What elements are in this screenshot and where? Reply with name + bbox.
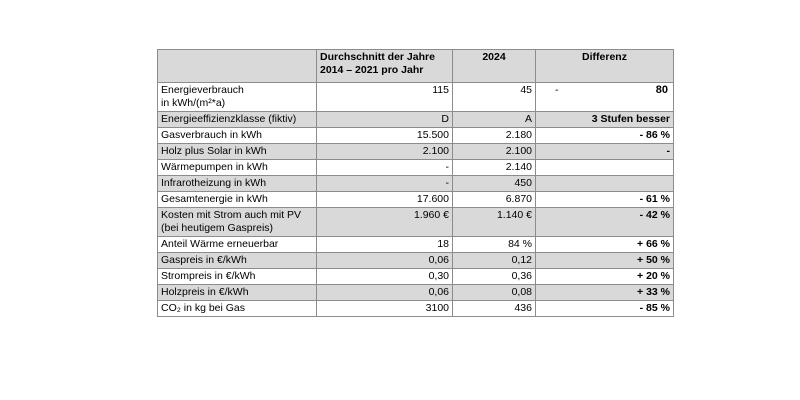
row-label-line: Holzpreis in €/kWh: [161, 286, 249, 298]
difference-value: - 85 %: [535, 300, 674, 317]
average-value: 18: [316, 236, 453, 253]
year-value: 1.140 €: [452, 207, 536, 237]
average-value: 115: [316, 82, 453, 112]
row-label: Holz plus Solar in kWh: [157, 143, 317, 160]
year-value: 2.140: [452, 159, 536, 176]
table-header: Durchschnitt der Jahre 2014 – 2021 pro J…: [157, 49, 674, 83]
difference-value: + 50 %: [535, 252, 674, 269]
average-value: 0,30: [316, 268, 453, 285]
year-value: 84 %: [452, 236, 536, 253]
header-average-line-1: Durchschnitt der Jahre: [320, 51, 435, 63]
header-difference: Differenz: [535, 49, 674, 83]
average-value: 1.960 €: [316, 207, 453, 237]
row-label: Gaspreis in €/kWh: [157, 252, 317, 269]
row-label: Gasverbrauch in kWh: [157, 127, 317, 144]
row-label-line: Holz plus Solar in kWh: [161, 145, 267, 157]
row-label-line: Kosten mit Strom auch mit PV: [161, 209, 302, 221]
row-label-line: Gasverbrauch in kWh: [161, 129, 262, 141]
table-row: Gaspreis in €/kWh 0,06 0,12 + 50 %: [157, 252, 674, 269]
year-value: 0,08: [452, 284, 536, 301]
row-label: Kosten mit Strom auch mit PV (bei heutige…: [157, 207, 317, 237]
table-row: Wärmepumpen in kWh -2.140: [157, 159, 674, 176]
difference-value: - 80: [535, 82, 674, 112]
row-label-line: (bei heutigem Gaspreis): [161, 222, 274, 234]
table-row: Strompreis in €/kWh 0,30 0,36 + 20 %: [157, 268, 674, 285]
table-row: Holzpreis in €/kWh 0,06 0,08 + 33 %: [157, 284, 674, 301]
header-average: Durchschnitt der Jahre 2014 – 2021 pro J…: [316, 49, 453, 83]
year-value: 436: [452, 300, 536, 317]
difference-value: + 20 %: [535, 268, 674, 285]
table-row: Gesamtenergie in kWh 17.600 6.870- 61 %: [157, 191, 674, 208]
average-value: -: [316, 159, 453, 176]
header-year: 2024: [452, 49, 536, 83]
difference-prefix: -: [555, 84, 559, 96]
header-label: [157, 49, 317, 83]
year-value: 450: [452, 175, 536, 192]
year-value: 6.870: [452, 191, 536, 208]
row-label-line: Gesamtenergie in kWh: [161, 193, 268, 205]
energy-comparison-table: Durchschnitt der Jahre 2014 – 2021 pro J…: [157, 49, 674, 317]
table-row: Holz plus Solar in kWh 2.100 2.100-: [157, 143, 674, 160]
table-row: Anteil Wärme erneuerbar 18 84 % + 66 %: [157, 236, 674, 253]
row-label-line: Energieverbrauch: [161, 84, 244, 96]
row-label: Wärmepumpen in kWh: [157, 159, 317, 176]
row-label-line: Wärmepumpen in kWh: [161, 161, 268, 173]
row-label-line: Anteil Wärme erneuerbar: [161, 238, 279, 250]
table-body: Energieverbrauch in kWh/(m²*a) 115 45-80 Ene…: [157, 82, 674, 317]
year-value: 45: [452, 82, 536, 112]
row-label: Infrarotheizung in kWh: [157, 175, 317, 192]
average-value: 3100: [316, 300, 453, 317]
average-value: 15.500: [316, 127, 453, 144]
table-row: Kosten mit Strom auch mit PV (bei heutige…: [157, 207, 674, 237]
difference-value: - 61 %: [535, 191, 674, 208]
difference-value: [535, 159, 674, 176]
average-value: -: [316, 175, 453, 192]
row-label-line: Strompreis in €/kWh: [161, 270, 256, 282]
difference-number: 80: [655, 84, 668, 96]
average-value: 2.100: [316, 143, 453, 160]
year-value: 0,36: [452, 268, 536, 285]
difference-value: + 66 %: [535, 236, 674, 253]
year-value: A: [452, 111, 536, 128]
row-label: CO₂ in kg bei Gas: [157, 300, 317, 317]
row-label: Strompreis in €/kWh: [157, 268, 317, 285]
table-row: Energieverbrauch in kWh/(m²*a) 115 45-80: [157, 82, 674, 112]
average-value: 17.600: [316, 191, 453, 208]
row-label: Energieverbrauch in kWh/(m²*a): [157, 82, 317, 112]
year-value: 2.180: [452, 127, 536, 144]
difference-value: - 42 %: [535, 207, 674, 237]
difference-value: -: [535, 143, 674, 160]
table-row: Infrarotheizung in kWh -450: [157, 175, 674, 192]
difference-value: - 86 %: [535, 127, 674, 144]
row-label: Holzpreis in €/kWh: [157, 284, 317, 301]
row-label: Anteil Wärme erneuerbar: [157, 236, 317, 253]
average-value: 0,06: [316, 284, 453, 301]
row-label-line: Infrarotheizung in kWh: [161, 177, 267, 189]
difference-value: + 33 %: [535, 284, 674, 301]
header-average-line-2: 2014 – 2021 pro Jahr: [320, 64, 424, 76]
header-row: Durchschnitt der Jahre 2014 – 2021 pro J…: [157, 49, 674, 83]
average-value: D: [316, 111, 453, 128]
table-row: CO₂ in kg bei Gas 3100 436- 85 %: [157, 300, 674, 317]
row-label: Gesamtenergie in kWh: [157, 191, 317, 208]
table-row: Energieeffizienzklasse (fiktiv) D A 3 Stufe…: [157, 111, 674, 128]
year-value: 0,12: [452, 252, 536, 269]
row-label-line: CO₂ in kg bei Gas: [161, 302, 246, 314]
difference-value: 3 Stufen besser: [535, 111, 674, 128]
average-value: 0,06: [316, 252, 453, 269]
table-row: Gasverbrauch in kWh 15.500 2.180- 86 %: [157, 127, 674, 144]
row-label: Energieeffizienzklasse (fiktiv): [157, 111, 317, 128]
difference-value: [535, 175, 674, 192]
row-label-line: Energieeffizienzklasse (fiktiv): [161, 113, 297, 125]
row-label-line: Gaspreis in €/kWh: [161, 254, 247, 266]
year-value: 2.100: [452, 143, 536, 160]
row-label-line: in kWh/(m²*a): [161, 97, 226, 109]
